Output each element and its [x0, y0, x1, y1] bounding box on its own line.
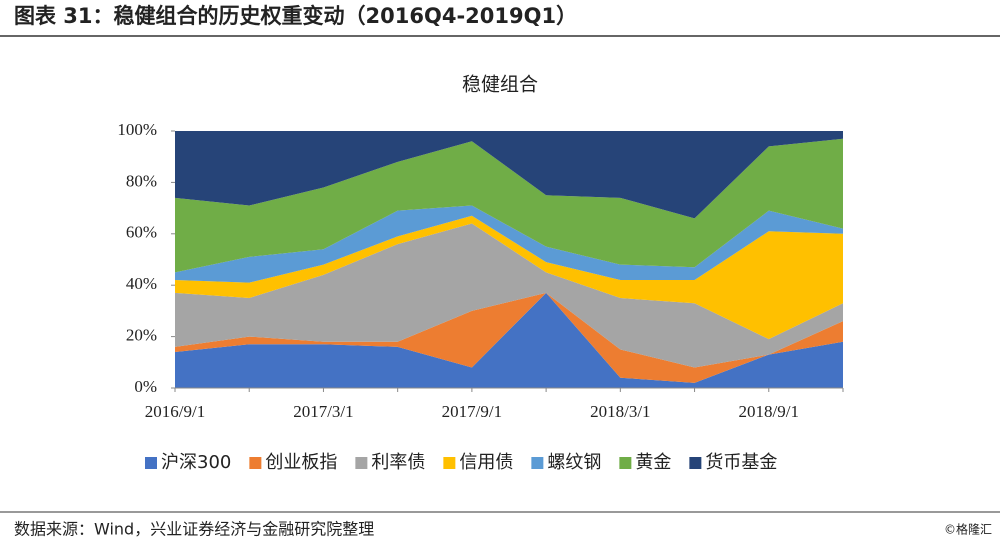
area	[175, 223, 843, 368]
x-tick-label: 2016/9/1	[145, 402, 205, 421]
y-tick-label: 60%	[126, 223, 157, 242]
legend-label: 货币基金	[705, 452, 777, 473]
legend-label: 信用债	[459, 452, 513, 473]
legend-swatch	[249, 457, 262, 469]
legend-label: 创业板指	[265, 452, 337, 473]
chart-title: 稳健组合	[462, 74, 538, 96]
area	[175, 138, 843, 273]
x-tick-label: 2017/9/1	[442, 402, 502, 421]
area	[175, 292, 843, 383]
legend-label: 黄金	[635, 452, 671, 473]
legend-swatch	[619, 457, 632, 469]
legend-label: 沪深300	[161, 452, 231, 473]
area	[175, 292, 843, 388]
page-title: 图表 31：稳健组合的历史权重变动（2016Q4-2019Q1）	[14, 4, 577, 28]
y-tick-label: 0%	[134, 377, 157, 396]
legend-swatch	[355, 457, 368, 469]
area	[175, 131, 843, 219]
y-tick-label: 40%	[126, 274, 157, 293]
legend-label: 利率债	[371, 452, 425, 473]
legend-swatch	[145, 457, 157, 469]
legend-label: 螺纹钢	[547, 452, 601, 473]
x-tick-label: 2018/9/1	[739, 402, 799, 421]
legend-swatch	[531, 457, 544, 469]
watermark: ©格隆汇	[944, 522, 992, 537]
x-tick-label: 2017/3/1	[293, 402, 353, 421]
legend-swatch	[443, 457, 456, 469]
area	[175, 205, 843, 283]
y-tick-label: 20%	[126, 326, 157, 345]
y-tick-label: 80%	[126, 171, 157, 190]
area	[175, 215, 843, 340]
source: 数据来源：Wind，兴业证券经济与金融研究院整理	[14, 520, 374, 539]
legend-swatch	[689, 457, 702, 469]
y-tick-label: 100%	[117, 120, 157, 139]
x-tick-label: 2018/3/1	[590, 402, 650, 421]
